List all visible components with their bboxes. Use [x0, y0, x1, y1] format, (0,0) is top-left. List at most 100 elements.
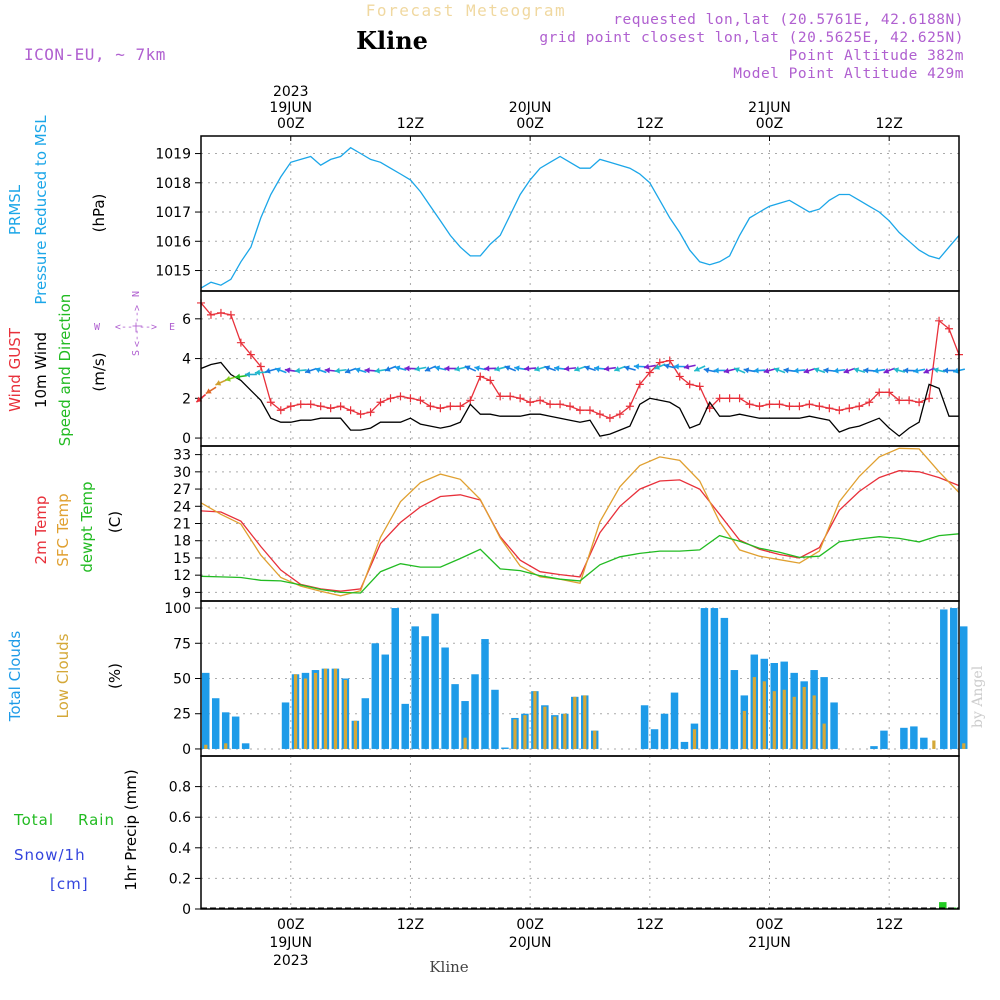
pressure-unit: (hPa): [90, 194, 108, 233]
cloud-label-low: Low Clouds: [54, 633, 72, 718]
gust-marker: [286, 402, 295, 411]
pressure-series-prmsl: [200, 146, 960, 289]
gust-marker: [825, 404, 834, 413]
temp-label-dewpt: dewpt Temp: [78, 481, 96, 572]
low-clouds-bar: [762, 681, 766, 749]
total-clouds-bar: [960, 626, 968, 749]
wind-direction-arrowhead: [254, 369, 261, 376]
gust-marker: [446, 402, 455, 411]
gust-marker: [406, 394, 415, 403]
wind-direction-arrowhead: [773, 367, 780, 373]
wind-direction-arrowhead: [234, 373, 241, 380]
low-clouds-bar: [932, 740, 936, 749]
total-clouds-bar: [441, 647, 449, 749]
total-clouds-bar: [940, 609, 948, 749]
pressure-ytick-label: 1017: [155, 205, 191, 221]
low-clouds-bar: [752, 677, 756, 749]
pressure-labels: PRMSL Pressure Reduced to MSL (hPa): [6, 115, 108, 305]
gust-marker: [735, 394, 744, 403]
wind-direction-arrowhead: [643, 363, 650, 370]
total-clouds-bar: [281, 702, 290, 749]
total-clouds-bar: [391, 608, 399, 749]
gust-marker: [376, 398, 385, 407]
gust-marker: [456, 402, 465, 411]
temperature-ytick-label: 12: [173, 568, 191, 584]
rain-bar: [939, 902, 947, 909]
temperature-ytick-label: 21: [173, 517, 191, 533]
wind-direction-arrowhead: [454, 365, 461, 372]
wind-direction-arrowhead: [943, 367, 949, 374]
gust-marker: [396, 392, 405, 401]
pressure-ytick-label: 1019: [155, 147, 191, 163]
wind-direction-arrowhead: [544, 365, 551, 371]
precip-ytick-label: 0.6: [169, 810, 191, 826]
wind-direction-arrowhead: [654, 364, 661, 370]
total-clouds-bar: [950, 608, 958, 749]
gust-marker: [296, 400, 305, 409]
total-clouds-bar: [471, 674, 479, 749]
clouds-ytick-label: 100: [164, 601, 191, 617]
temp-unit: (C): [106, 511, 124, 533]
top-time-label: 00Z: [756, 116, 783, 132]
gust-marker: [835, 406, 844, 415]
wind-direction-arrowhead: [364, 367, 370, 374]
wind-direction-arrowhead: [903, 367, 909, 374]
gust-marker: [585, 406, 594, 415]
compass-n: N: [131, 291, 142, 297]
footer-name: Kline: [429, 958, 468, 976]
low-clouds-bar: [543, 706, 547, 749]
wind-direction-arrowhead: [374, 367, 381, 374]
gust-marker: [895, 396, 904, 405]
low-clouds-bar: [822, 723, 826, 749]
bottom-time-label: 12Z: [636, 917, 663, 933]
total-clouds-bar: [830, 702, 838, 749]
wind-ytick-label: 4: [182, 352, 191, 368]
wind-direction-arrowhead: [284, 367, 291, 374]
wind-direction-arrowhead: [633, 363, 640, 370]
gust-marker: [306, 400, 315, 409]
precip-labels: Total Rain Snow/1h [cm] 1hr Precip (mm): [13, 769, 140, 893]
compass-rose: N W E S <--|--> <--|-->: [94, 291, 175, 356]
clouds-ytick-label: 25: [173, 707, 191, 723]
gust-marker: [765, 400, 774, 409]
gust-marker: [206, 310, 215, 319]
gust-marker: [536, 396, 545, 405]
wind-direction-arrowhead: [315, 367, 321, 373]
low-clouds-bar: [812, 695, 816, 749]
total-clouds-bar: [640, 705, 649, 749]
temperature-ytick-label: 33: [173, 448, 191, 464]
gust-marker: [775, 400, 784, 409]
gust-marker: [915, 398, 924, 407]
temperature-ytick-label: 30: [173, 465, 191, 481]
wind-direction-arrowhead: [414, 365, 421, 372]
low-clouds-bar: [692, 729, 697, 749]
gust-marker: [436, 404, 445, 413]
gust-marker: [905, 396, 914, 405]
wind-direction-arrowhead: [723, 367, 730, 374]
gust-marker: [935, 316, 944, 325]
wind-direction-arrowhead: [424, 366, 431, 372]
compass-s: S: [131, 350, 142, 356]
wind-direction-arrowhead: [474, 365, 480, 372]
total-clouds-bar: [211, 698, 220, 749]
total-clouds-bar: [700, 608, 709, 749]
wind-direction-arrowhead: [215, 380, 222, 386]
precip-ytick-label: 0.4: [169, 841, 191, 857]
gust-marker: [256, 362, 265, 371]
gust-marker: [426, 402, 435, 411]
wind-direction-arrowhead: [265, 367, 271, 374]
gust-marker: [556, 400, 565, 409]
cloud-label-total: Total Clouds: [6, 631, 24, 723]
top-time-label: 00Z: [516, 116, 543, 132]
gust-marker: [665, 356, 674, 365]
top-time-label: 12Z: [875, 116, 902, 132]
wind-direction-arrowhead: [334, 367, 341, 374]
gust-marker: [675, 372, 684, 381]
wind-direction-arrowhead: [953, 367, 959, 374]
gust-marker: [496, 392, 505, 401]
gust-marker: [326, 404, 335, 413]
gust-marker: [945, 324, 954, 333]
wind-direction-arrowhead: [873, 367, 879, 374]
gust-marker: [526, 398, 535, 407]
